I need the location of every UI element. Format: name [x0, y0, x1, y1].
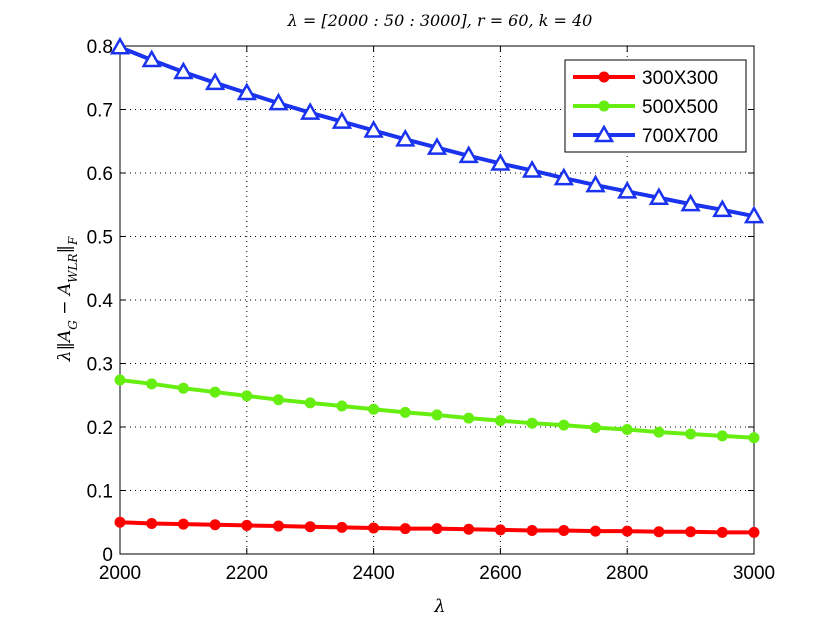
- data-point-300x300: [526, 525, 538, 537]
- x-tick-label: 2600: [479, 563, 521, 584]
- data-point-500x500: [685, 428, 697, 440]
- data-point-700x700: [109, 36, 131, 55]
- data-point-500x500: [146, 378, 158, 390]
- data-point-300x300: [304, 521, 316, 533]
- data-point-500x500: [368, 403, 380, 415]
- data-point-300x300: [494, 524, 506, 536]
- data-point-500x500: [653, 426, 665, 438]
- y-tick-label: 0.7: [87, 101, 113, 122]
- x-tick-label: 2400: [352, 563, 394, 584]
- data-point-500x500: [273, 394, 284, 406]
- data-point-500x500: [558, 419, 570, 431]
- data-point-300x300: [431, 523, 443, 535]
- data-point-300x300: [368, 522, 380, 534]
- data-point-700x700: [300, 102, 321, 120]
- data-point-300x300: [653, 526, 665, 538]
- data-point-300x300: [716, 526, 728, 538]
- y-tick-label: 0.3: [87, 355, 113, 376]
- data-point-300x300: [336, 521, 348, 533]
- data-point-700x700: [490, 152, 511, 171]
- data-point-700x700: [395, 128, 416, 147]
- data-point-300x300: [590, 525, 601, 537]
- data-point-500x500: [716, 430, 728, 442]
- data-point-500x500: [463, 412, 475, 424]
- data-point-300x300: [621, 525, 633, 537]
- data-point-700x700: [585, 174, 606, 193]
- data-point-500x500: [399, 406, 411, 418]
- data-point-700x700: [236, 82, 257, 101]
- x-tick-label: 3000: [733, 563, 775, 584]
- legend: 300X300 500X500 700X700: [564, 59, 747, 153]
- y-tick-label: 0.5: [87, 228, 113, 249]
- data-point-300x300: [146, 518, 158, 530]
- data-point-700x700: [617, 180, 638, 199]
- data-point-500x500: [304, 397, 316, 409]
- axes: 2000 2200 2400 2600 2800 3000 0 0.1 0.2 0.3 0.4 0.5…: [87, 37, 776, 584]
- legend-marker-300x300: [598, 71, 610, 83]
- x-tick-label: 2000: [99, 563, 141, 584]
- x-tick-label: 2200: [226, 563, 268, 584]
- legend-label-700x700: 700X700: [642, 126, 718, 147]
- data-point-300x300: [273, 520, 284, 532]
- data-point-500x500: [590, 422, 601, 434]
- data-point-300x300: [558, 525, 570, 537]
- data-point-500x500: [336, 400, 348, 412]
- data-point-700x700: [521, 159, 543, 178]
- data-point-700x700: [141, 49, 162, 68]
- data-point-300x300: [209, 519, 221, 531]
- y-tick-label: 0.6: [87, 164, 113, 185]
- data-point-500x500: [526, 417, 538, 429]
- series-500x500: [114, 374, 760, 444]
- data-point-500x500: [114, 374, 126, 386]
- chart-title: λ = [2000 : 50 : 3000], r = 60, k = 40: [287, 11, 593, 30]
- legend-label-500x500: 500X500: [642, 97, 718, 118]
- data-point-500x500: [431, 409, 443, 421]
- data-point-500x500: [621, 424, 633, 436]
- y-tick-label: 0.1: [87, 482, 113, 503]
- series-layer: [109, 36, 765, 538]
- data-point-700x700: [648, 187, 670, 206]
- data-point-700x700: [553, 167, 574, 186]
- data-point-300x300: [399, 523, 411, 535]
- y-tick-label: 0: [102, 545, 113, 566]
- data-point-300x300: [114, 516, 126, 528]
- data-point-500x500: [241, 390, 253, 402]
- x-axis-label: λ: [433, 596, 445, 617]
- data-point-700x700: [680, 193, 701, 212]
- data-point-500x500: [209, 386, 221, 398]
- data-point-700x700: [426, 137, 448, 155]
- data-point-700x700: [268, 92, 289, 111]
- data-point-300x300: [748, 526, 760, 538]
- data-point-700x700: [173, 61, 194, 80]
- data-point-500x500: [748, 432, 760, 444]
- legend-label-300x300: 300X300: [642, 68, 718, 89]
- legend-marker-500x500: [598, 100, 610, 112]
- data-point-700x700: [458, 145, 479, 164]
- data-point-700x700: [363, 119, 384, 138]
- data-point-300x300: [241, 519, 253, 531]
- x-tick-label: 2800: [606, 563, 648, 584]
- data-point-700x700: [331, 111, 353, 129]
- data-point-500x500: [494, 415, 506, 427]
- grid: [120, 46, 754, 554]
- y-tick-label: 0.2: [87, 418, 113, 439]
- data-point-300x300: [177, 518, 189, 530]
- data-point-700x700: [743, 205, 765, 224]
- data-point-500x500: [177, 382, 189, 394]
- data-point-700x700: [712, 199, 733, 218]
- data-point-300x300: [463, 523, 475, 535]
- y-tick-label: 0.4: [87, 291, 114, 312]
- data-point-300x300: [685, 526, 697, 538]
- series-300x300: [114, 516, 760, 538]
- y-tick-label: 0.8: [87, 37, 113, 58]
- series-700x700: [109, 36, 765, 224]
- data-point-700x700: [204, 72, 226, 91]
- legend-marker-700x700: [593, 124, 615, 143]
